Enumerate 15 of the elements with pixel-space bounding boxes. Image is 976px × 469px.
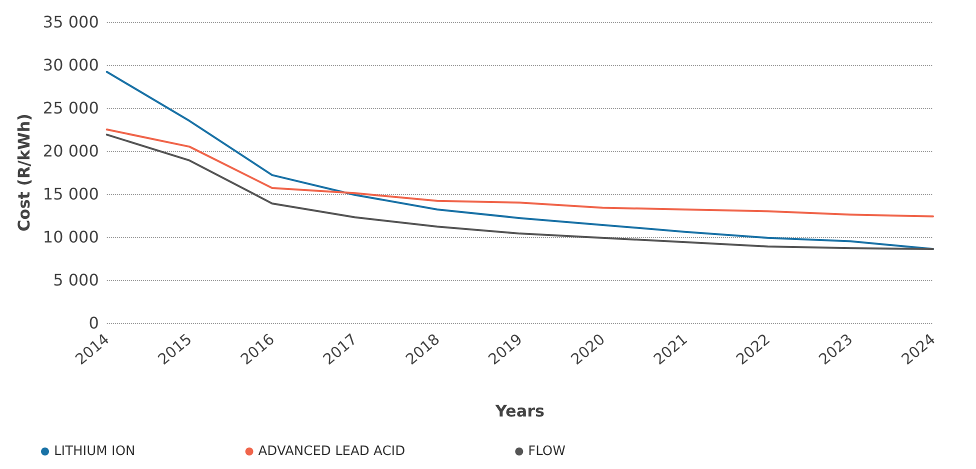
- y-axis-title: Cost (R/kWh): [14, 114, 34, 232]
- y-tick-label: 35 000: [42, 12, 99, 32]
- y-tick-label: 15 000: [42, 184, 99, 204]
- line-series: [106, 128, 934, 218]
- y-tick-label: 10 000: [42, 228, 99, 246]
- legend-label: ADVANCED LEAD ACID: [258, 444, 406, 459]
- y-tick-label: 25 000: [42, 98, 99, 118]
- y-tick-label: 5 000: [53, 270, 99, 290]
- line-series: [106, 134, 934, 250]
- y-tick-label: 30 000: [42, 56, 99, 74]
- legend-label: LITHIUM ION: [54, 444, 136, 459]
- legend-label: FLOW: [528, 444, 566, 459]
- y-tick-label: 0: [88, 314, 99, 332]
- x-axis-title: Years: [494, 402, 545, 420]
- y-tick-label: 20 000: [42, 142, 99, 160]
